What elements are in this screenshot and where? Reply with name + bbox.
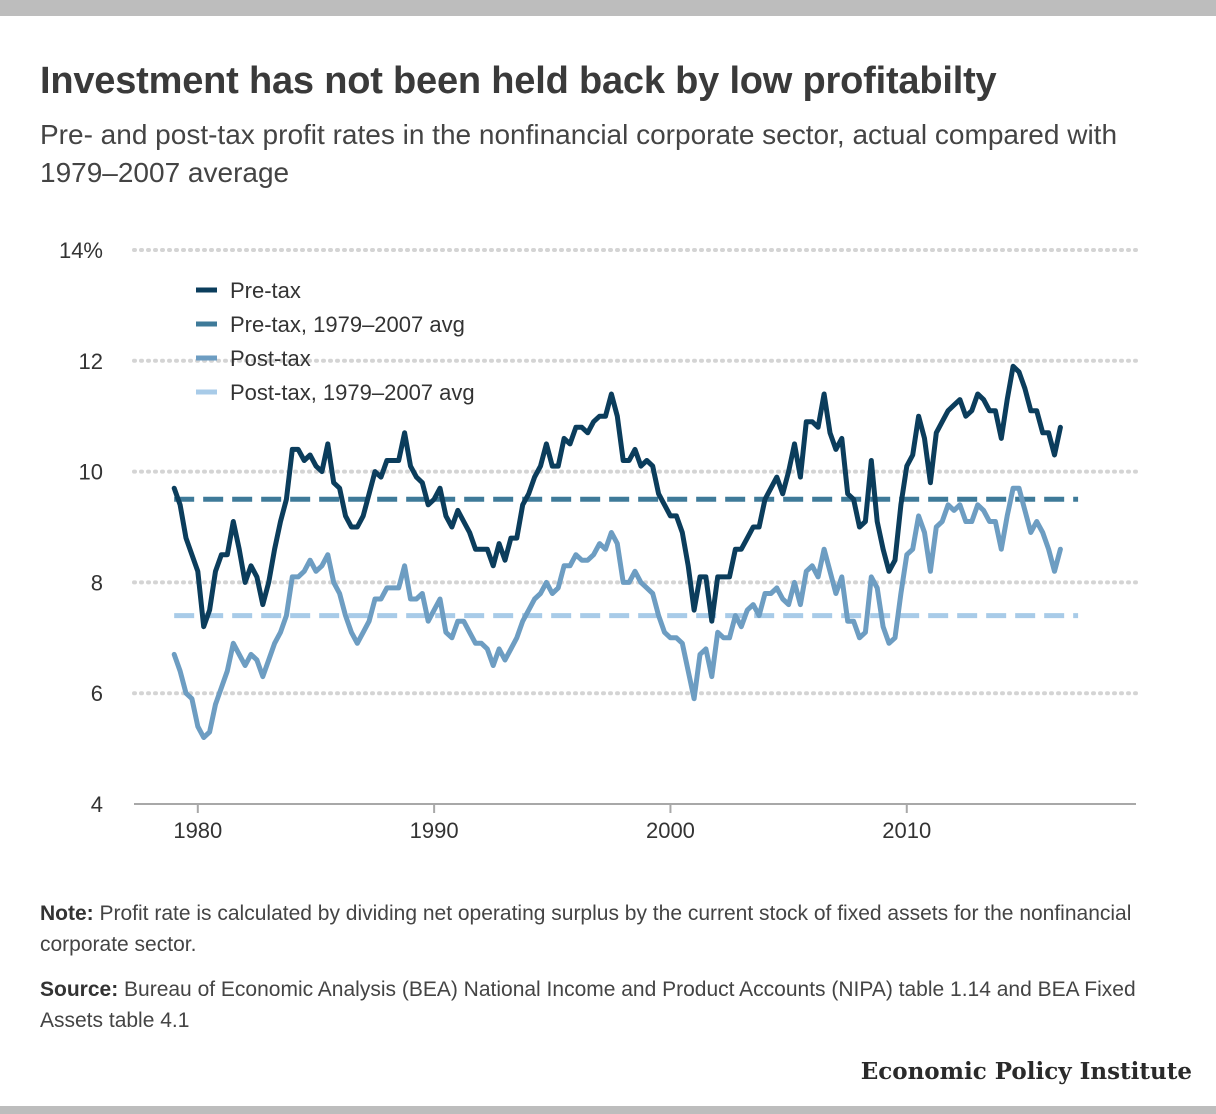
note-text: Profit rate is calculated by dividing ne… <box>40 902 1132 956</box>
bottom-border-bar <box>0 1106 1216 1114</box>
series-line-post-tax <box>171 485 1063 740</box>
y-tick-label-8: 8 <box>91 570 103 595</box>
x-tick-label-2000: 2000 <box>646 818 695 843</box>
y-axis: 4 6 8 10 12 14% <box>59 238 103 817</box>
gridlines <box>132 248 1138 696</box>
y-tick-label-4: 4 <box>91 792 103 817</box>
legend-label-pre-tax-1979-2007-avg: Pre-tax, 1979–2007 avg <box>230 312 465 337</box>
legend-label-post-tax: Post-tax <box>230 346 311 371</box>
y-tick-label-6: 6 <box>91 681 103 706</box>
y-tick-label-14: 14% <box>59 238 103 263</box>
series-line-pre-tax <box>171 363 1063 630</box>
top-border-bar <box>0 0 1216 16</box>
source-label: Source: <box>40 978 119 1001</box>
legend-label-post-tax-1979-2007-avg: Post-tax, 1979–2007 avg <box>230 380 475 405</box>
chart-source: Source: Bureau of Economic Analysis (BEA… <box>40 974 1170 1036</box>
legend: Pre-tax Pre-tax, 1979–2007 avg Post-tax Pos… <box>196 278 475 405</box>
chart-title: Investment has not been held back by low… <box>40 60 997 102</box>
x-tick-label-1980: 1980 <box>173 818 222 843</box>
y-tick-label-12: 12 <box>79 349 103 374</box>
legend-label-pre-tax: Pre-tax <box>230 278 301 303</box>
x-tick-label-2010: 2010 <box>882 818 931 843</box>
chart-subtitle: Pre- and post-tax profit rates in the no… <box>40 119 1118 188</box>
x-tick-label-1990: 1990 <box>410 818 459 843</box>
source-text: Bureau of Economic Analysis (BEA) Nation… <box>40 978 1136 1032</box>
chart-note: Note: Profit rate is calculated by divid… <box>40 898 1170 960</box>
brand-logo-text: Economic Policy Institute <box>860 1058 1192 1085</box>
series-group <box>171 363 1079 740</box>
x-axis: 1980 1990 2000 2010 <box>134 803 1136 843</box>
note-label: Note: <box>40 902 94 925</box>
y-tick-label-10: 10 <box>79 460 103 485</box>
